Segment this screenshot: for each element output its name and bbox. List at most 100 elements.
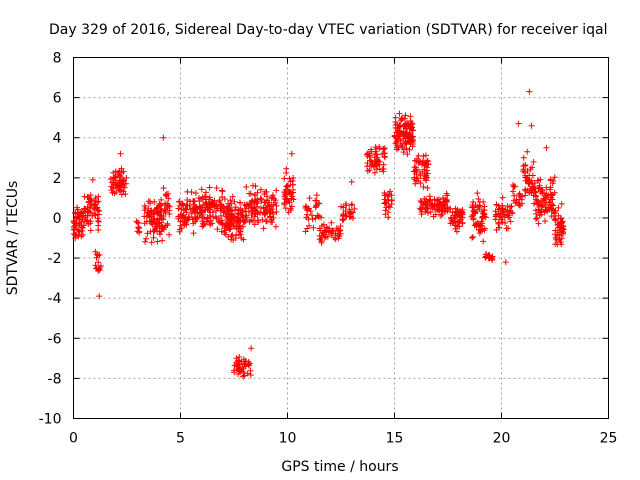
data-point	[402, 112, 409, 119]
data-point	[149, 221, 156, 228]
data-point	[478, 218, 485, 225]
data-point	[371, 169, 378, 176]
data-point	[160, 212, 167, 219]
data-point	[117, 150, 124, 157]
data-point	[135, 220, 142, 227]
data-point	[241, 372, 248, 379]
data-point	[112, 168, 119, 175]
data-point	[290, 189, 297, 196]
data-point	[522, 186, 529, 193]
data-point	[395, 124, 402, 131]
data-point	[228, 233, 235, 240]
data-point	[283, 169, 290, 176]
data-point	[221, 196, 228, 203]
data-point	[530, 158, 537, 165]
data-point	[318, 223, 325, 230]
data-point	[366, 167, 373, 174]
data-point	[418, 199, 425, 206]
y-tick-label: -6	[48, 331, 62, 347]
data-point	[176, 202, 183, 209]
data-point	[431, 196, 438, 203]
data-point	[480, 198, 487, 205]
data-point	[430, 213, 437, 220]
data-point	[282, 205, 289, 212]
data-point	[417, 172, 424, 179]
data-point	[400, 123, 407, 130]
data-point	[364, 150, 371, 157]
data-point	[231, 198, 238, 205]
data-point	[332, 236, 339, 243]
data-point	[426, 196, 433, 203]
data-point	[254, 189, 261, 196]
data-point	[312, 215, 319, 222]
data-point	[479, 208, 486, 215]
data-point	[398, 115, 405, 122]
data-point	[558, 216, 565, 223]
data-point	[535, 220, 542, 227]
data-point	[216, 198, 223, 205]
data-point	[260, 209, 267, 216]
data-point	[309, 216, 316, 223]
data-point	[507, 218, 514, 225]
data-point	[95, 207, 102, 214]
data-point	[281, 175, 288, 182]
data-point	[348, 202, 355, 209]
data-point	[492, 208, 499, 215]
data-point	[560, 226, 567, 233]
data-point	[257, 205, 264, 212]
data-point	[424, 209, 431, 216]
data-point	[263, 196, 270, 203]
data-point	[504, 203, 511, 210]
data-point	[557, 239, 564, 246]
data-point	[541, 200, 548, 207]
data-point	[94, 199, 101, 206]
data-point	[273, 202, 280, 209]
data-point	[216, 217, 223, 224]
data-point	[183, 202, 190, 209]
data-point	[421, 162, 428, 169]
data-point	[117, 187, 124, 194]
data-point	[226, 226, 233, 233]
data-point	[385, 214, 392, 221]
data-point	[472, 220, 479, 227]
data-point	[425, 161, 432, 168]
data-point	[245, 362, 252, 369]
data-point	[469, 234, 476, 241]
data-point	[262, 188, 269, 195]
data-point	[192, 190, 199, 197]
data-point	[250, 182, 257, 189]
data-point	[74, 204, 81, 211]
data-point	[392, 114, 399, 121]
data-point	[235, 215, 242, 222]
data-point	[267, 209, 274, 216]
data-point	[457, 213, 464, 220]
data-points	[70, 88, 567, 380]
x-tick-label: 0	[69, 431, 78, 447]
data-point	[240, 356, 247, 363]
data-point	[381, 153, 388, 160]
data-point	[380, 165, 387, 172]
data-point	[230, 222, 237, 229]
data-point	[199, 194, 206, 201]
data-point	[186, 202, 193, 209]
data-point	[251, 204, 258, 211]
data-point	[364, 163, 371, 170]
data-point	[525, 176, 532, 183]
data-point	[115, 183, 122, 190]
data-point	[111, 190, 118, 197]
data-point	[242, 216, 249, 223]
data-point	[427, 209, 434, 216]
data-point	[264, 202, 271, 209]
data-point	[230, 212, 237, 219]
data-point	[269, 206, 276, 213]
data-point	[471, 208, 478, 215]
data-point	[226, 216, 233, 223]
data-point	[542, 218, 549, 225]
data-point	[147, 200, 154, 207]
data-point	[349, 215, 356, 222]
data-point	[290, 174, 297, 181]
data-point	[150, 211, 157, 218]
data-point	[434, 201, 441, 208]
data-point	[516, 190, 523, 197]
data-point	[224, 222, 231, 229]
